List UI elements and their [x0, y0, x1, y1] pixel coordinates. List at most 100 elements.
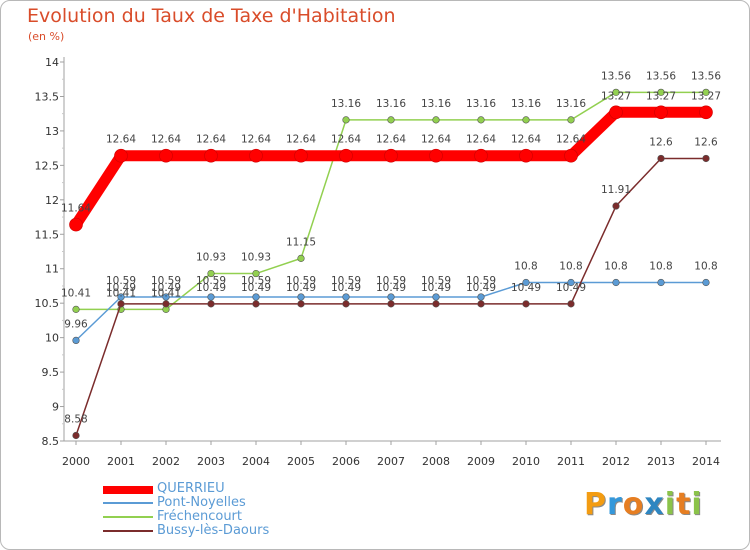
y-tick-label: 10 [45, 332, 59, 345]
data-point [477, 300, 485, 308]
data-label: 10.8 [604, 261, 627, 273]
data-point [612, 278, 620, 287]
data-point [609, 105, 623, 120]
y-tick-label: 9 [52, 401, 59, 414]
x-tick-label: 2014 [692, 455, 720, 468]
data-point [72, 336, 80, 344]
data-point [699, 105, 713, 120]
data-label: 9.96 [64, 318, 88, 330]
legend-label: QUERRIEU [157, 481, 225, 496]
y-tick-label: 9.5 [42, 366, 60, 379]
legend-swatch-bussy-les-daours [103, 530, 153, 532]
data-label: 12.64 [331, 134, 361, 146]
legend-label: Fréchencourt [157, 509, 242, 524]
data-point [702, 154, 710, 163]
data-label: 12.64 [286, 134, 316, 146]
x-tick-label: 2001 [107, 455, 135, 468]
data-label: 10.41 [106, 287, 136, 299]
x-tick-label: 2007 [377, 455, 405, 468]
data-point [657, 88, 665, 96]
y-tick-label: 10.5 [35, 297, 60, 310]
x-tick-label: 2004 [242, 455, 270, 468]
data-point [207, 300, 215, 308]
data-label: 12.64 [511, 134, 541, 146]
data-point [387, 116, 395, 124]
logo-letter: o [622, 487, 645, 522]
data-point [297, 293, 305, 301]
x-tick-label: 2009 [467, 455, 495, 468]
x-tick-label: 2010 [512, 455, 540, 468]
data-label: 10.59 [151, 275, 181, 287]
data-label: 13.27 [691, 90, 721, 102]
data-label: 10.49 [376, 282, 406, 294]
data-point [72, 305, 80, 313]
legend-swatch-querrieu [103, 486, 153, 494]
chart-title: Evolution du Taux de Taxe d'Habitation [27, 5, 396, 27]
data-point [342, 116, 350, 124]
data-label: 10.49 [466, 282, 496, 294]
data-label: 10.49 [331, 282, 361, 294]
data-label: 10.93 [196, 252, 226, 264]
data-label: 13.27 [601, 90, 631, 102]
data-point [429, 148, 443, 163]
data-point [114, 148, 128, 163]
data-point [474, 148, 488, 163]
data-point [207, 293, 215, 301]
data-point [159, 148, 173, 163]
data-point [564, 148, 578, 163]
data-point [204, 148, 218, 163]
data-label: 10.93 [241, 252, 271, 264]
data-point [387, 293, 395, 301]
data-point [117, 300, 125, 308]
data-point [432, 300, 440, 308]
y-tick-label: 8.5 [42, 435, 60, 448]
data-point [654, 105, 668, 120]
data-point [567, 300, 575, 308]
data-label: 12.64 [466, 134, 496, 146]
data-point [519, 148, 533, 163]
data-label: 8.58 [64, 413, 87, 425]
data-label: 11.15 [286, 236, 316, 248]
data-label: 10.59 [466, 275, 496, 287]
data-label: 10.49 [286, 282, 316, 294]
data-point [387, 300, 395, 308]
data-label: 11.91 [601, 184, 631, 196]
data-label: 10.8 [514, 261, 537, 273]
x-tick-label: 2013 [647, 455, 675, 468]
data-point [72, 431, 80, 440]
data-label: 12.64 [241, 134, 271, 146]
x-tick-label: 2008 [422, 455, 450, 468]
data-point [339, 148, 353, 163]
series-line-0 [70, 106, 712, 231]
x-tick-label: 2006 [332, 455, 360, 468]
data-label: 12.64 [556, 134, 586, 146]
chart-subtitle: (en %) [28, 30, 65, 43]
data-label: 10.49 [421, 282, 451, 294]
data-point [612, 202, 620, 210]
data-label: 10.49 [511, 282, 541, 294]
logo-letter: t [676, 487, 692, 522]
data-point [162, 300, 170, 308]
data-point [252, 293, 260, 301]
data-label: 10.49 [241, 282, 271, 294]
data-point [522, 278, 530, 287]
data-label: 10.41 [61, 287, 91, 299]
x-tick-label: 2011 [557, 455, 585, 468]
data-point [612, 88, 620, 96]
data-point [297, 300, 305, 308]
logo-letter: x [644, 487, 665, 522]
data-point [207, 269, 215, 278]
data-point [567, 116, 575, 124]
data-label: 13.16 [466, 98, 496, 110]
y-tick-label: 13 [45, 125, 59, 138]
data-label: 13.56 [601, 70, 631, 82]
data-label: 10.49 [151, 282, 181, 294]
data-point [477, 116, 485, 124]
data-point [702, 278, 710, 287]
legend-swatch-frechencourt [103, 516, 153, 518]
data-label: 12.64 [151, 134, 181, 146]
data-point [432, 293, 440, 301]
data-point [252, 300, 260, 308]
proxiti-logo: Proxiti [584, 487, 703, 522]
legend-label: Pont-Noyelles [157, 495, 246, 510]
